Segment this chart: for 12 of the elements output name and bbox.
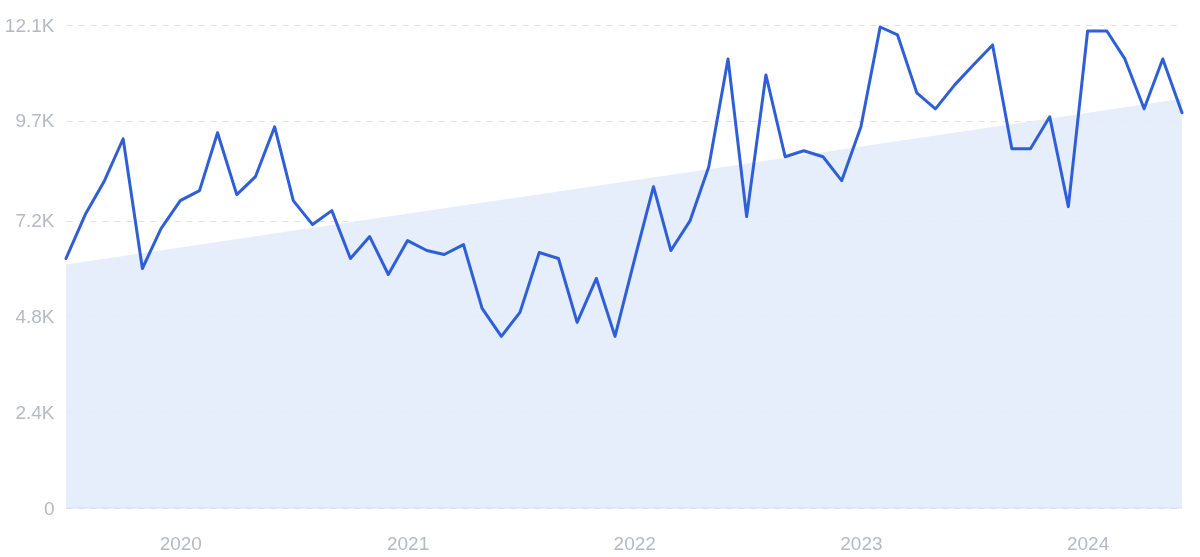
x-tick-label: 2020 <box>159 532 202 554</box>
line-series <box>64 25 1184 338</box>
y-tick-label: 0 <box>43 497 55 519</box>
x-tick-label: 2024 <box>1066 532 1110 554</box>
y-tick-label: 9.7K <box>15 110 55 132</box>
y-tick-label: 4.8K <box>15 305 55 327</box>
x-tick-label: 2021 <box>386 532 430 554</box>
x-tick-label: 2022 <box>613 532 656 554</box>
y-tick-label: 7.2K <box>15 210 55 232</box>
y-tick-label: 12.1K <box>4 14 55 36</box>
y-tick-label: 2.4K <box>15 401 55 423</box>
x-tick-label: 2023 <box>840 532 883 554</box>
